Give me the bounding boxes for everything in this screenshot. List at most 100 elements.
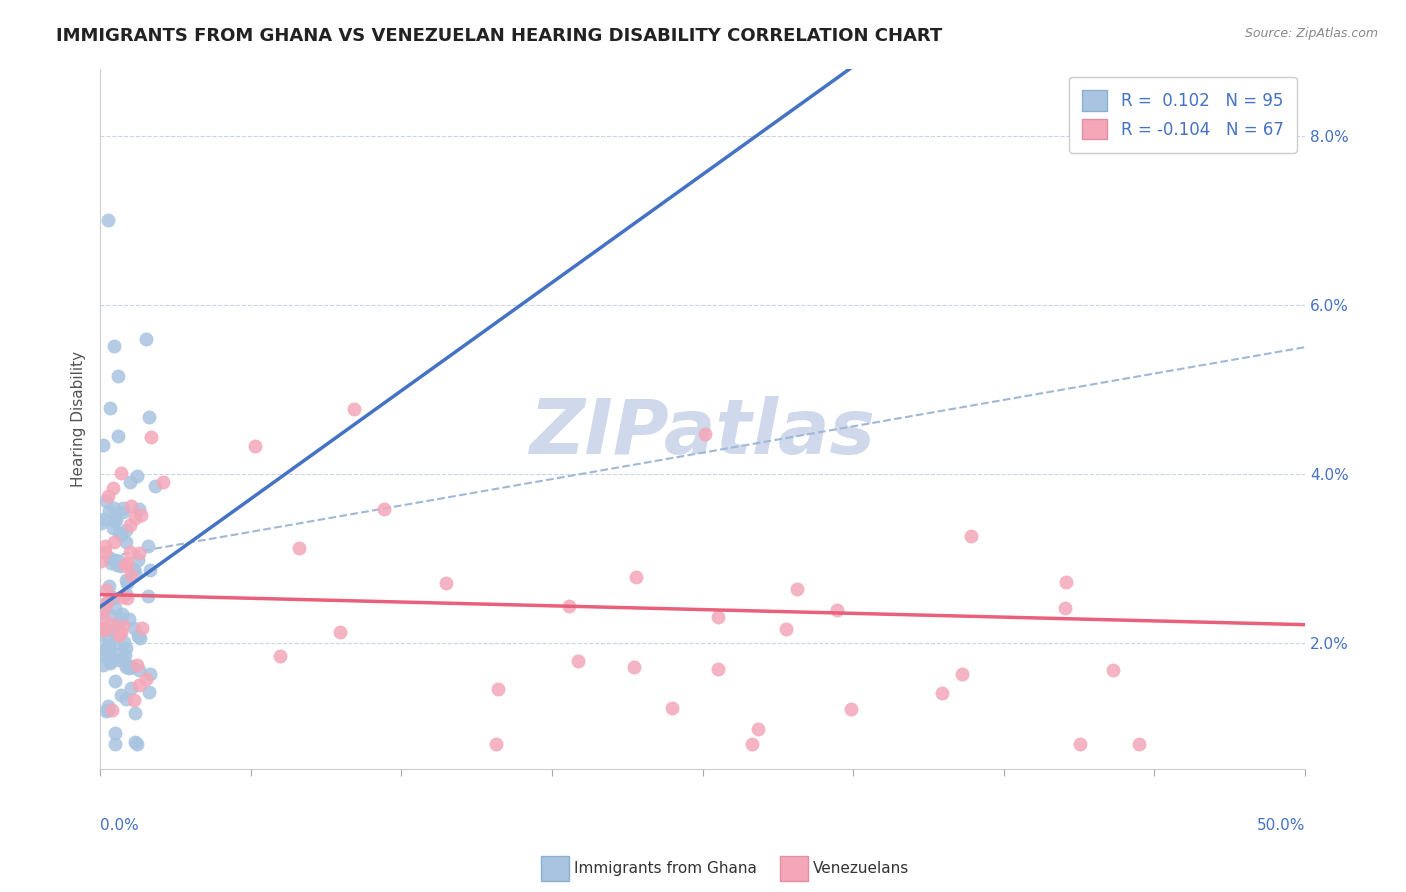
Point — [115, 523, 138, 537]
Point — [128, 546, 150, 560]
Point — [131, 621, 153, 635]
Point — [136, 589, 159, 603]
Point — [101, 591, 124, 605]
Point — [127, 737, 149, 751]
Point — [122, 692, 145, 706]
Point — [98, 579, 121, 593]
Point — [120, 659, 142, 673]
Point — [98, 638, 121, 652]
Point — [104, 673, 127, 688]
Point — [98, 401, 121, 416]
Point — [101, 591, 124, 605]
Point — [112, 505, 135, 519]
Point — [152, 475, 174, 489]
Point — [129, 508, 152, 522]
Point — [93, 621, 115, 635]
Point — [103, 521, 125, 535]
Point — [1069, 737, 1091, 751]
Text: 0.0%: 0.0% — [100, 818, 139, 833]
Point — [93, 512, 115, 526]
Point — [288, 541, 311, 555]
Point — [139, 430, 162, 444]
Point — [329, 624, 352, 639]
Point — [128, 663, 150, 677]
Point — [105, 558, 128, 572]
Point — [135, 332, 157, 346]
Point — [103, 514, 125, 528]
Point — [138, 410, 160, 425]
Point — [101, 624, 124, 638]
Text: IMMIGRANTS FROM GHANA VS VENEZUELAN HEARING DISABILITY CORRELATION CHART: IMMIGRANTS FROM GHANA VS VENEZUELAN HEAR… — [56, 27, 942, 45]
Point — [118, 661, 141, 675]
Point — [118, 475, 141, 489]
Point — [127, 552, 149, 566]
Point — [747, 722, 769, 736]
Point — [96, 493, 118, 508]
Point — [741, 737, 763, 751]
Point — [114, 692, 136, 706]
Point — [107, 554, 129, 568]
Point — [118, 517, 141, 532]
Point — [107, 369, 129, 384]
Point — [104, 737, 127, 751]
Point — [93, 600, 115, 615]
Y-axis label: Hearing Disability: Hearing Disability — [72, 351, 86, 487]
Point — [124, 735, 146, 749]
Point — [100, 556, 122, 570]
Point — [931, 686, 953, 700]
Point — [343, 401, 366, 416]
Point — [434, 576, 457, 591]
Point — [110, 625, 132, 640]
Point — [786, 582, 808, 596]
Text: ZIPatlas: ZIPatlas — [530, 396, 876, 470]
Point — [1054, 601, 1077, 615]
Point — [485, 737, 508, 751]
Point — [89, 628, 111, 642]
Point — [97, 213, 120, 227]
Point — [101, 481, 124, 495]
Point — [486, 682, 509, 697]
Point — [124, 566, 146, 581]
Text: 50.0%: 50.0% — [1257, 818, 1305, 833]
Point — [115, 556, 138, 570]
Point — [101, 617, 124, 632]
Point — [110, 528, 132, 542]
Point — [110, 607, 132, 621]
Point — [110, 591, 132, 605]
Point — [111, 653, 134, 667]
Point — [115, 576, 138, 591]
Text: Source: ZipAtlas.com: Source: ZipAtlas.com — [1244, 27, 1378, 40]
Point — [125, 658, 148, 673]
Point — [950, 666, 973, 681]
Point — [96, 704, 118, 718]
Point — [127, 629, 149, 643]
Point — [373, 501, 395, 516]
Point — [108, 653, 131, 667]
Point — [98, 654, 121, 668]
Point — [97, 629, 120, 643]
Point — [103, 535, 125, 549]
Point — [122, 562, 145, 576]
Legend: R =  0.102   N = 95, R = -0.104   N = 67: R = 0.102 N = 95, R = -0.104 N = 67 — [1069, 77, 1296, 153]
Point — [97, 703, 120, 717]
Point — [97, 648, 120, 663]
Point — [114, 558, 136, 573]
Point — [128, 632, 150, 646]
Point — [120, 681, 142, 695]
Point — [94, 623, 117, 637]
Point — [567, 655, 589, 669]
Point — [112, 619, 135, 633]
Point — [125, 469, 148, 483]
Point — [114, 648, 136, 662]
Point — [112, 501, 135, 516]
Point — [98, 646, 121, 660]
Point — [97, 699, 120, 714]
Point — [103, 500, 125, 515]
Point — [120, 499, 142, 513]
Point — [103, 339, 125, 353]
Point — [110, 558, 132, 573]
Point — [104, 600, 127, 615]
Point — [1128, 737, 1150, 751]
Point — [90, 554, 112, 568]
Point — [90, 621, 112, 635]
